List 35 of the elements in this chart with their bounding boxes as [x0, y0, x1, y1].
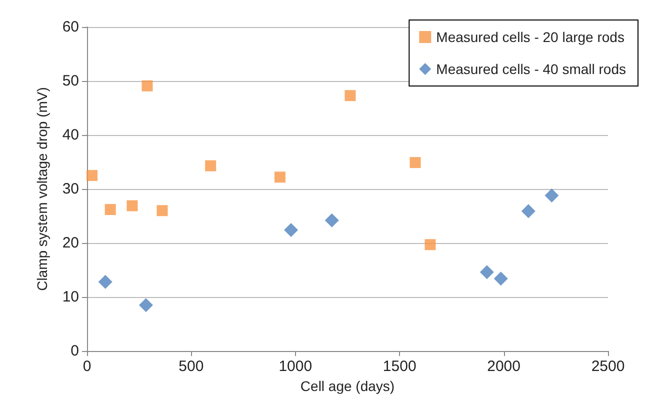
legend-label: Measured cells - 40 small rods: [436, 61, 626, 77]
y-tick-label: 0: [70, 342, 79, 360]
point: [284, 223, 298, 238]
y-tick-label: 40: [62, 126, 79, 144]
point: [104, 204, 116, 216]
x-tick-label: 1000: [278, 358, 312, 375]
point: [98, 274, 112, 289]
point: [324, 213, 339, 228]
point: [205, 160, 216, 172]
point: [494, 272, 508, 286]
x-tick-label: 1500: [382, 358, 416, 375]
point: [410, 157, 421, 168]
point: [480, 265, 494, 280]
point: [142, 80, 153, 92]
x-axis-title: Cell age (days): [300, 378, 395, 394]
y-tick-label: 10: [62, 288, 79, 306]
point: [424, 239, 436, 250]
point: [274, 172, 286, 183]
y-tick-label: 30: [62, 180, 79, 198]
point: [521, 204, 536, 218]
point: [344, 90, 356, 102]
y-tick-label: 50: [62, 72, 79, 90]
point: [126, 200, 138, 212]
legend-label: Measured cells - 20 large rods: [436, 29, 624, 45]
y-axis-title: Clamp system voltage drop (mV): [34, 87, 50, 291]
x-tick-label: 500: [178, 358, 204, 375]
point: [86, 170, 98, 181]
point: [156, 205, 168, 216]
point: [138, 298, 153, 312]
y-tick-label: 20: [62, 234, 79, 252]
x-tick-label: 0: [82, 358, 92, 375]
y-tick-label: 60: [62, 18, 79, 36]
point: [544, 188, 559, 202]
x-tick-label: 2500: [591, 358, 625, 375]
x-tick-label: 2000: [487, 358, 520, 375]
